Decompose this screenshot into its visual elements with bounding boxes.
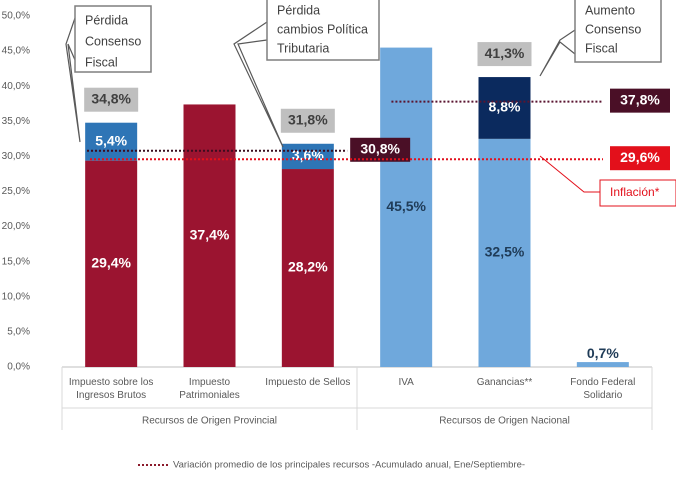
legend-label: Variación promedio de los principales re… — [173, 460, 525, 471]
y-tick-label: 15,0% — [2, 256, 30, 267]
total-label: 31,8% — [288, 111, 328, 127]
total-label: 34,8% — [91, 90, 131, 106]
y-tick-label: 10,0% — [2, 291, 30, 302]
x-tick-label: Impuesto sobre los Ingresos Brutos — [69, 377, 154, 401]
y-tick-label: 20,0% — [2, 221, 30, 232]
callout-pointer — [65, 17, 81, 143]
value-label: 5,4% — [95, 132, 127, 148]
y-tick-label: 45,0% — [2, 46, 30, 57]
value-label: 8,8% — [489, 99, 521, 115]
bar-segment — [183, 104, 236, 368]
callout-text: Consenso — [85, 34, 141, 48]
callout-box — [574, 0, 662, 63]
callout-text: Consenso — [585, 22, 641, 36]
total-box — [84, 87, 139, 112]
total-label: 41,3% — [485, 45, 525, 61]
x-tick-label: Impuesto Patrimoniales — [179, 377, 240, 401]
callout-box — [74, 5, 152, 73]
bar-segment — [478, 138, 531, 367]
reference-box — [350, 137, 411, 162]
x-tick-label: Fondo Federal Solidario — [570, 377, 635, 401]
bar-segment — [85, 160, 138, 367]
callout-pointer — [233, 21, 284, 148]
y-tick-label: 25,0% — [2, 186, 30, 197]
value-label: 45,5% — [386, 198, 426, 214]
value-label: 28,2% — [288, 259, 328, 275]
callout-box — [266, 0, 380, 61]
callout-text: Fiscal — [85, 55, 118, 69]
callout-pointer — [539, 29, 576, 77]
reference-label: 29,6% — [620, 149, 660, 165]
value-label: 37,4% — [190, 226, 230, 242]
bar-segment — [576, 362, 629, 367]
reference-box — [610, 146, 670, 171]
bar-segment — [85, 122, 138, 161]
value-label: 0,7% — [587, 345, 619, 361]
y-tick-label: 50,0% — [2, 11, 30, 22]
bar-segment — [281, 169, 334, 367]
x-tick-label: Impuesto de Sellos — [265, 377, 350, 388]
bar-segment — [281, 143, 334, 170]
reference-label: 30,8% — [360, 140, 400, 156]
value-label: 29,4% — [91, 255, 131, 271]
total-box — [477, 42, 532, 67]
reference-box — [610, 88, 670, 113]
callout-box — [599, 179, 676, 207]
callout-text: Fiscal — [585, 41, 618, 55]
value-label: 32,5% — [485, 244, 525, 260]
callout-text: Tributaria — [277, 41, 329, 55]
y-tick-label: 35,0% — [2, 116, 30, 127]
callout-text: Pérdida — [85, 13, 128, 27]
group-label: Recursos de Origen Nacional — [439, 416, 570, 427]
value-label: 3,6% — [292, 147, 324, 163]
y-tick-label: 0,0% — [7, 362, 30, 373]
y-tick-label: 30,0% — [2, 151, 30, 162]
callout-text: cambios Política — [277, 22, 368, 36]
y-tick-label: 5,0% — [7, 327, 30, 338]
callout-text: Aumento — [585, 3, 635, 17]
reference-label: 37,8% — [620, 91, 660, 107]
group-label: Recursos de Origen Provincial — [142, 416, 277, 427]
bar-segment — [478, 77, 531, 139]
total-box — [280, 108, 335, 133]
x-tick-label: IVA — [398, 377, 414, 388]
callout-pointer — [539, 155, 600, 193]
callout-text: Inflación* — [610, 185, 660, 199]
x-tick-label: Ganancias** — [477, 377, 533, 388]
y-tick-label: 40,0% — [2, 81, 30, 92]
callout-text: Pérdida — [277, 3, 320, 17]
